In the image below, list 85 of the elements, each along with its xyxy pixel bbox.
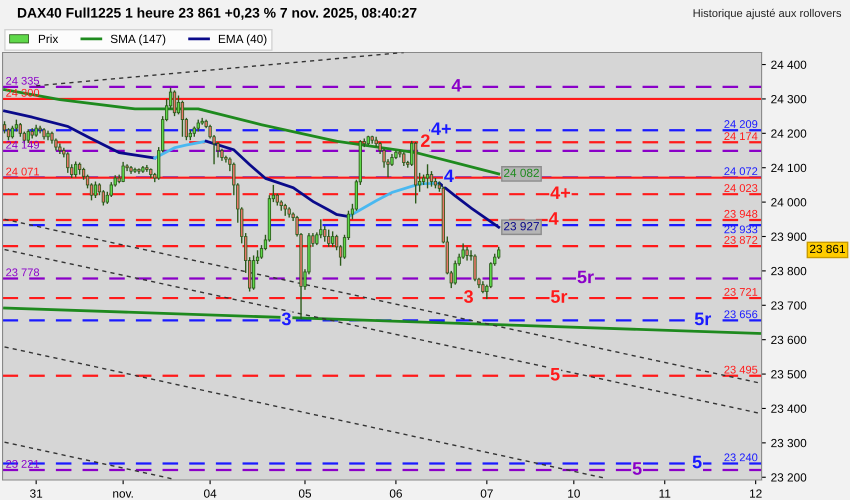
ref-line-label: 23 495 bbox=[724, 366, 758, 374]
candlestick bbox=[94, 180, 98, 199]
ref-line-label: 24 174 bbox=[724, 132, 758, 140]
ref-line-label: 23 778 bbox=[6, 268, 40, 276]
annotation: 5r bbox=[694, 312, 712, 326]
y-tick-label: 24 000 bbox=[771, 198, 806, 206]
candlestick bbox=[121, 161, 125, 183]
candlestick bbox=[366, 135, 370, 146]
y-tick-label: 24 100 bbox=[771, 164, 806, 172]
legend-label: SMA (147) bbox=[110, 34, 166, 46]
y-tick-label: 23 900 bbox=[771, 232, 806, 241]
annotation: 2 bbox=[420, 134, 430, 147]
candlestick bbox=[46, 130, 50, 141]
x-tick-label: nov. bbox=[113, 491, 133, 498]
legend-label: EMA (40) bbox=[218, 34, 266, 46]
candlestick bbox=[284, 203, 287, 217]
candlestick bbox=[2, 120, 6, 134]
y-tick-label: 23 600 bbox=[771, 336, 806, 344]
y-tick-label: 23 700 bbox=[771, 301, 806, 310]
y-tick-label: 23 200 bbox=[771, 473, 806, 482]
y-tick-label: 23 300 bbox=[771, 438, 806, 448]
line-series bbox=[3, 110, 156, 160]
candlestick bbox=[331, 230, 334, 248]
ref-line-label: 23 656 bbox=[724, 310, 758, 318]
ref-line-label: 23 721 bbox=[724, 288, 758, 296]
ref-line-label: 24 072 bbox=[724, 167, 758, 176]
candlestick bbox=[6, 127, 10, 141]
candlestick bbox=[180, 100, 184, 138]
y-tick-label: 23 400 bbox=[771, 404, 806, 413]
candlestick bbox=[402, 152, 406, 167]
candlestick bbox=[390, 153, 394, 167]
candlestick bbox=[30, 127, 34, 140]
annotation: 3 bbox=[464, 290, 473, 303]
y-tick-label: 24 400 bbox=[771, 60, 806, 69]
x-tick-label: 05 bbox=[298, 489, 312, 498]
candlestick bbox=[74, 160, 78, 178]
y-tick-label: 24 300 bbox=[771, 94, 806, 104]
line-series bbox=[438, 182, 500, 229]
annotation: 5r bbox=[578, 270, 594, 284]
annotation: 5 bbox=[692, 456, 702, 468]
ref-line-label: 23 240 bbox=[724, 453, 758, 462]
annotation: 4+ bbox=[550, 186, 570, 199]
ref-line-label: 23 872 bbox=[724, 236, 758, 244]
x-tick-label: 07 bbox=[480, 489, 493, 498]
annotation: 4+ bbox=[431, 122, 451, 135]
annotation: 4 bbox=[452, 79, 462, 92]
candlestick bbox=[430, 170, 434, 188]
candlestick bbox=[58, 142, 62, 155]
candlestick bbox=[288, 206, 291, 218]
candlestick bbox=[66, 152, 70, 174]
ref-line-label: 23 948 bbox=[724, 210, 758, 218]
x-tick-label: 12 bbox=[750, 489, 762, 498]
candlestick bbox=[34, 124, 38, 138]
x-tick-label: 10 bbox=[568, 489, 580, 498]
candlestick bbox=[149, 168, 152, 179]
annotation: 4 bbox=[548, 212, 559, 225]
text: Historique ajusté aux rollovers bbox=[694, 8, 842, 20]
annotation: 5 bbox=[550, 368, 560, 381]
data-label: 24 082 bbox=[504, 168, 539, 178]
data-label: 23 927 bbox=[504, 222, 539, 230]
y-tick-label: 23 800 bbox=[771, 266, 806, 276]
candlestick bbox=[172, 90, 176, 117]
x-tick-label: 06 bbox=[390, 489, 402, 498]
x-tick-label: 11 bbox=[660, 489, 670, 498]
y-tick-label: 23 500 bbox=[771, 370, 806, 378]
annotation: 4 bbox=[444, 170, 454, 182]
ref-line-label: 24 023 bbox=[724, 184, 758, 192]
x-tick-label: 31 bbox=[30, 489, 42, 498]
candlestick bbox=[42, 127, 46, 140]
annotation: 5 bbox=[632, 462, 642, 475]
ref-line-label: 24 209 bbox=[724, 120, 758, 128]
candlestick bbox=[434, 177, 438, 190]
candlestick bbox=[426, 164, 430, 190]
text: 23 861 bbox=[810, 244, 845, 254]
ref-line-label: 24 071 bbox=[6, 168, 40, 176]
annotation: 3 bbox=[282, 312, 291, 326]
ref-line-label: 24 335 bbox=[6, 76, 40, 85]
annotation: 5r bbox=[550, 290, 568, 303]
legend-label: Prix bbox=[38, 34, 58, 43]
candlestick bbox=[327, 228, 330, 248]
line-series bbox=[153, 140, 208, 160]
x-tick-label: 04 bbox=[204, 489, 216, 498]
y-tick-label: 24 200 bbox=[771, 129, 806, 138]
candlestick bbox=[465, 246, 469, 262]
chart-title: DAX40 Full1225 1 heure 23 861 +0,23 % 7 nov. 2025, 08:40:27 bbox=[18, 8, 416, 20]
